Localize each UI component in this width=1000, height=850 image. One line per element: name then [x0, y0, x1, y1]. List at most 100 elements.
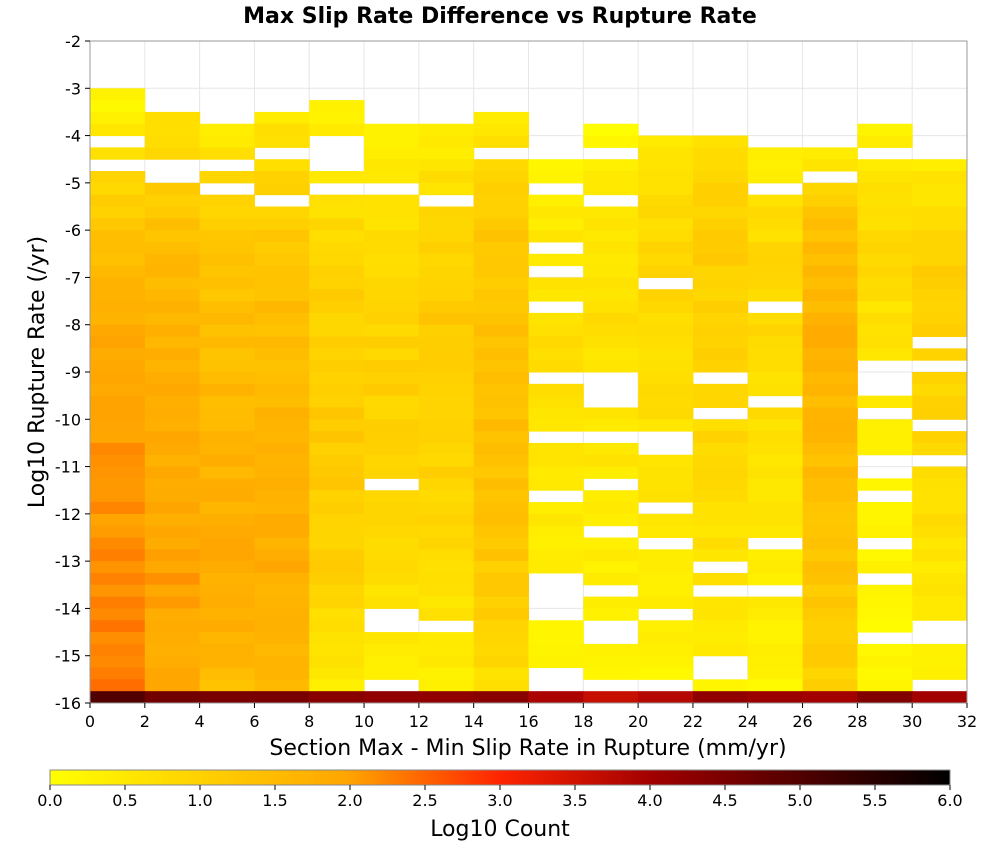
heatmap-cell: [473, 301, 529, 314]
heatmap-cell: [583, 407, 639, 420]
colorbar-label: Log10 Count: [430, 817, 570, 842]
heatmap-cell: [309, 419, 365, 432]
heatmap-cell: [90, 218, 146, 231]
heatmap-cell: [418, 218, 475, 231]
heatmap-cell: [199, 454, 255, 468]
heatmap-cell: [144, 620, 201, 633]
heatmap-cell: [528, 620, 584, 633]
heatmap-cell: [747, 431, 804, 444]
heatmap-cell: [144, 537, 201, 550]
heatmap-cell: [912, 502, 968, 515]
x-tick-label: 2: [140, 712, 150, 731]
heatmap-cell: [254, 289, 310, 302]
heatmap-cell: [692, 419, 749, 432]
heatmap-cell: [90, 324, 146, 338]
heatmap-cell: [802, 265, 858, 278]
heatmap-cell: [199, 206, 255, 219]
heatmap-cell: [692, 502, 749, 515]
heatmap-cell: [144, 549, 201, 562]
heatmap-cell: [254, 135, 310, 148]
heatmap-cell: [254, 513, 310, 527]
heatmap-cell: [199, 253, 255, 267]
heatmap-cell-bottom: [144, 691, 201, 703]
heatmap-cell-bottom: [857, 691, 913, 703]
heatmap-cell: [364, 159, 420, 172]
heatmap-cell: [747, 478, 804, 491]
heatmap-cell: [364, 241, 420, 255]
heatmap-cell: [90, 194, 146, 207]
heatmap-cell: [199, 230, 255, 243]
heatmap-cell: [912, 596, 968, 609]
heatmap-cell: [528, 336, 584, 349]
colorbar-tick-label: 5.5: [862, 791, 887, 810]
heatmap-cell: [144, 561, 201, 574]
heatmap-cell: [254, 478, 310, 491]
heatmap-cell: [638, 395, 694, 408]
heatmap-cell: [90, 466, 146, 479]
heatmap-cell: [473, 230, 529, 243]
heatmap-cell: [857, 643, 913, 657]
heatmap-cell: [199, 572, 255, 586]
heatmap-cell: [638, 289, 694, 302]
heatmap-cell: [857, 513, 913, 527]
heatmap-cell: [692, 513, 749, 527]
heatmap-cell: [802, 348, 858, 361]
heatmap-cell-bottom: [418, 691, 475, 703]
heatmap-cell: [364, 360, 420, 373]
heatmap-cell: [528, 312, 584, 326]
heatmap-cell: [638, 584, 694, 598]
heatmap-cell: [144, 147, 201, 160]
heatmap-cell: [418, 431, 475, 444]
heatmap-cell: [747, 383, 804, 397]
heatmap-cell: [90, 407, 146, 420]
y-tick-label: -16: [55, 694, 81, 713]
heatmap-cell: [473, 608, 529, 621]
heatmap-cell: [912, 584, 968, 598]
heatmap-cell: [802, 643, 858, 657]
heatmap-cell: [912, 159, 968, 172]
heatmap-cell: [638, 241, 694, 255]
heatmap-cell: [857, 655, 913, 669]
heatmap-cell: [857, 218, 913, 231]
heatmap-cell: [912, 265, 968, 278]
heatmap-cell: [912, 312, 968, 326]
heatmap-cell: [144, 123, 201, 137]
heatmap-cell: [199, 537, 255, 550]
heatmap-cell: [583, 502, 639, 515]
heatmap-cell: [473, 655, 529, 669]
heatmap-cell: [364, 230, 420, 243]
heatmap-cell: [199, 348, 255, 361]
heatmap-cell: [199, 241, 255, 255]
heatmap-cell: [692, 159, 749, 172]
heatmap-cell: [638, 218, 694, 231]
heatmap-cell: [144, 135, 201, 148]
heatmap-cell: [912, 549, 968, 562]
heatmap-cell: [199, 395, 255, 408]
heatmap-cell: [912, 253, 968, 267]
heatmap-cell: [473, 643, 529, 657]
heatmap-cell: [309, 620, 365, 633]
heatmap-cell: [583, 419, 639, 432]
heatmap-cell: [747, 241, 804, 255]
heatmap-cell: [90, 655, 146, 669]
heatmap-cell: [583, 454, 639, 468]
heatmap-cell: [638, 478, 694, 491]
heatmap-cell: [857, 395, 913, 408]
heatmap-cell: [418, 655, 475, 669]
heatmap-cell: [473, 502, 529, 515]
heatmap-cell: [857, 667, 913, 680]
y-tick-label: -7: [65, 268, 81, 287]
heatmap-cell: [473, 513, 529, 527]
heatmap-cell: [912, 608, 968, 621]
heatmap-cell: [528, 561, 584, 574]
heatmap-cell: [583, 667, 639, 680]
heatmap-cell: [364, 171, 420, 184]
heatmap-cell: [528, 395, 584, 408]
heatmap-cell: [418, 525, 475, 538]
heatmap-cell: [418, 135, 475, 148]
heatmap-cell: [802, 537, 858, 550]
heatmap-cell: [199, 620, 255, 633]
heatmap-cell: [309, 336, 365, 349]
heatmap-cell: [309, 100, 365, 113]
axes: 0 2 4 6 8 10 12 14 16 18 20 22 24 26 28 30 32-2-3-4-5-6-…: [55, 32, 977, 731]
